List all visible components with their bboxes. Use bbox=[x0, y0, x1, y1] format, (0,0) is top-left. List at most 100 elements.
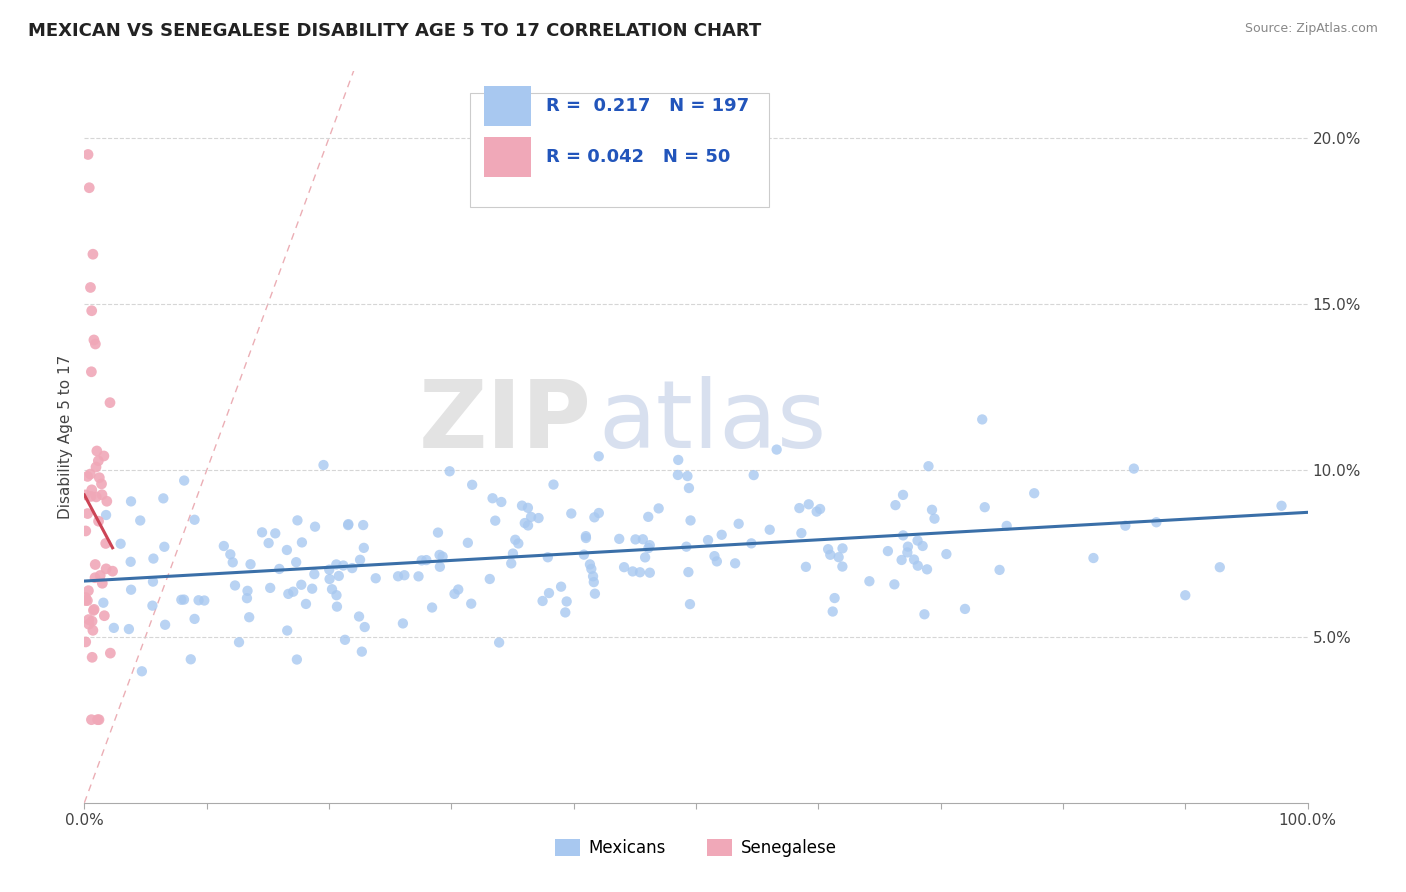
Point bbox=[420, 600, 443, 615]
Point bbox=[742, 468, 765, 483]
Point bbox=[676, 469, 699, 483]
Point bbox=[824, 591, 846, 605]
Point bbox=[831, 559, 853, 574]
Point bbox=[80, 713, 103, 727]
Point bbox=[1209, 560, 1232, 574]
Point bbox=[352, 518, 374, 533]
Point bbox=[917, 459, 939, 474]
Point bbox=[790, 526, 813, 541]
Point bbox=[142, 551, 165, 566]
Point bbox=[84, 460, 107, 475]
Point bbox=[76, 469, 98, 483]
Point bbox=[264, 526, 287, 541]
Point bbox=[516, 500, 538, 515]
Point bbox=[443, 587, 465, 601]
Point bbox=[527, 511, 550, 525]
Point bbox=[110, 537, 132, 551]
Point bbox=[103, 621, 125, 635]
Point bbox=[821, 605, 844, 619]
Point bbox=[80, 365, 103, 379]
Point bbox=[318, 572, 340, 586]
Point bbox=[283, 584, 305, 599]
Point bbox=[387, 569, 409, 583]
Point bbox=[152, 491, 174, 506]
Point bbox=[89, 471, 111, 485]
Point bbox=[613, 560, 636, 574]
Point bbox=[259, 581, 281, 595]
Point bbox=[1114, 518, 1136, 533]
Point bbox=[831, 541, 853, 556]
Point bbox=[77, 613, 100, 627]
Point bbox=[219, 547, 242, 561]
Point bbox=[706, 554, 728, 568]
Point bbox=[141, 599, 163, 613]
FancyBboxPatch shape bbox=[484, 86, 531, 127]
Point bbox=[87, 514, 110, 528]
Point bbox=[340, 561, 363, 575]
Point bbox=[484, 514, 506, 528]
Point bbox=[75, 488, 97, 502]
Point bbox=[638, 538, 661, 552]
Point bbox=[98, 646, 121, 660]
Point bbox=[575, 529, 598, 543]
Point bbox=[907, 558, 929, 573]
Text: R = 0.042   N = 50: R = 0.042 N = 50 bbox=[546, 148, 730, 166]
Point bbox=[806, 505, 828, 519]
Point bbox=[478, 572, 501, 586]
Point bbox=[520, 510, 543, 524]
Point bbox=[353, 620, 375, 634]
Point bbox=[337, 518, 360, 533]
Point bbox=[789, 501, 811, 516]
Point bbox=[808, 502, 831, 516]
Point bbox=[439, 464, 461, 478]
Point bbox=[80, 483, 103, 497]
Point bbox=[624, 533, 647, 547]
Point bbox=[238, 610, 260, 624]
Point bbox=[131, 665, 153, 679]
Point bbox=[90, 476, 112, 491]
Point bbox=[973, 500, 995, 515]
Point bbox=[891, 528, 914, 542]
Point bbox=[170, 592, 193, 607]
Point bbox=[75, 635, 97, 649]
Point bbox=[96, 494, 118, 508]
Point bbox=[817, 542, 839, 557]
Point bbox=[180, 652, 202, 666]
Point bbox=[77, 583, 100, 598]
Point bbox=[634, 550, 657, 565]
FancyBboxPatch shape bbox=[484, 137, 531, 178]
Point bbox=[637, 509, 659, 524]
Point bbox=[312, 458, 335, 472]
Y-axis label: Disability Age 5 to 17: Disability Age 5 to 17 bbox=[58, 355, 73, 519]
Point bbox=[666, 467, 689, 482]
Point bbox=[392, 616, 415, 631]
Point bbox=[1144, 515, 1167, 529]
Point bbox=[333, 632, 356, 647]
Point bbox=[98, 395, 121, 409]
Point bbox=[86, 444, 108, 458]
Point bbox=[224, 578, 246, 592]
Point bbox=[82, 624, 104, 638]
Point bbox=[83, 602, 105, 616]
Point bbox=[212, 539, 235, 553]
Point bbox=[572, 548, 595, 562]
Point bbox=[447, 582, 470, 597]
Point bbox=[193, 593, 215, 607]
Text: atlas: atlas bbox=[598, 376, 827, 468]
Point bbox=[93, 608, 115, 623]
Point bbox=[415, 553, 437, 567]
Point bbox=[321, 582, 343, 597]
Text: Source: ZipAtlas.com: Source: ZipAtlas.com bbox=[1244, 22, 1378, 36]
Point bbox=[222, 555, 245, 569]
Point bbox=[250, 525, 273, 540]
Point bbox=[87, 713, 110, 727]
Point bbox=[517, 518, 540, 533]
Point bbox=[337, 517, 360, 532]
Point bbox=[79, 467, 101, 481]
Point bbox=[896, 545, 918, 559]
Point bbox=[647, 501, 669, 516]
Point bbox=[328, 569, 350, 583]
Point bbox=[276, 543, 298, 558]
Point bbox=[394, 568, 416, 582]
Point bbox=[890, 553, 912, 567]
